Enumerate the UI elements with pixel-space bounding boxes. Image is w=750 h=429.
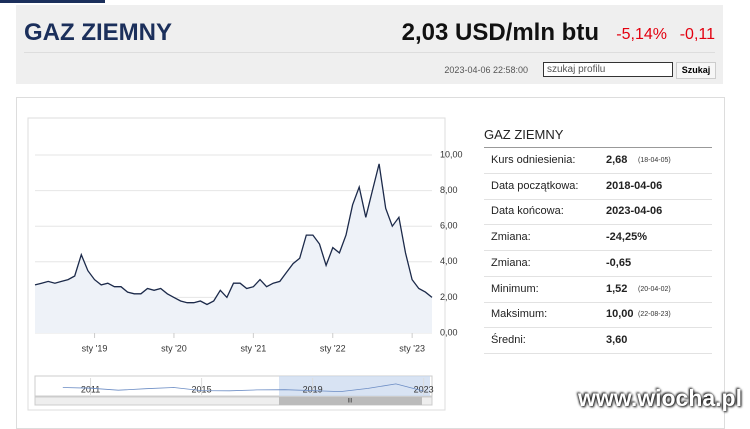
stat-label: Kurs odniesienia: bbox=[491, 154, 576, 166]
stat-label: Maksimum: bbox=[491, 308, 548, 321]
divider bbox=[484, 198, 712, 200]
divider bbox=[484, 275, 712, 277]
divider bbox=[484, 147, 712, 148]
y-tick-label: 0,00 bbox=[440, 327, 458, 337]
stat-note: (20-04-02) bbox=[638, 285, 671, 293]
stat-value: 3,60 bbox=[606, 333, 628, 346]
line bbox=[62, 383, 424, 393]
stat-value: -0,65 bbox=[606, 256, 632, 269]
stat-label: Zmiana: bbox=[491, 256, 531, 269]
scrollbar[interactable] bbox=[34, 396, 433, 406]
stat-value: 10,00 bbox=[606, 308, 634, 321]
timestamp: 2023-04-06 22:58:00 bbox=[444, 65, 528, 75]
x-tick-label: 2019 bbox=[303, 384, 323, 394]
tab-bar bbox=[0, 0, 105, 3]
x-tick-label: sty '21 bbox=[240, 343, 266, 353]
x-tick-label: sty '20 bbox=[161, 343, 187, 353]
divider bbox=[484, 250, 712, 252]
scrollbar-grip: III bbox=[347, 399, 352, 405]
y-tick-label: 4,00 bbox=[440, 256, 458, 266]
x-tick-label: 2011 bbox=[81, 384, 100, 394]
stat-label: Minimum: bbox=[491, 282, 539, 295]
line bbox=[34, 163, 433, 306]
search-input[interactable]: szukaj profilu bbox=[543, 62, 673, 77]
stat-value: -24,25% bbox=[606, 231, 647, 244]
change-pct: -5,14% bbox=[616, 26, 667, 43]
x-tick-label: 2023 bbox=[414, 384, 434, 394]
divider bbox=[484, 352, 712, 354]
stat-value: 2,68 bbox=[606, 154, 628, 166]
divider bbox=[24, 52, 715, 53]
divider bbox=[484, 327, 712, 329]
change: -0,11 bbox=[679, 26, 715, 43]
stat-label: Zmiana: bbox=[491, 231, 531, 244]
watermark: www.wiocha.pl bbox=[578, 385, 742, 411]
header: GAZ ZIEMNY 2,03 USD/mln btu -5,14% -0,11… bbox=[16, 5, 723, 84]
divider bbox=[484, 301, 712, 303]
x-tick-label: sty '23 bbox=[399, 343, 425, 353]
title: GAZ ZIEMNY bbox=[24, 19, 172, 46]
stat-value: 1,52 bbox=[606, 282, 628, 295]
stat-value: 2018-04-06 bbox=[606, 179, 663, 192]
area bbox=[35, 163, 432, 333]
y-tick-label: 10,00 bbox=[440, 149, 463, 159]
stat-note: (22-08-23) bbox=[638, 311, 671, 319]
y-tick-label: 6,00 bbox=[440, 221, 458, 231]
search-button[interactable]: Szukaj bbox=[676, 62, 716, 79]
stat-label: Data końcowa: bbox=[491, 205, 564, 218]
x-tick-label: 2015 bbox=[192, 384, 212, 394]
price: 2,03 USD/mln btu bbox=[401, 19, 599, 46]
y-tick-label: 2,00 bbox=[440, 292, 458, 302]
scrollbar-thumb[interactable] bbox=[279, 397, 422, 405]
stat-value: 2023-04-06 bbox=[606, 205, 663, 218]
divider bbox=[484, 224, 712, 226]
stat-note: (18-04-05) bbox=[638, 157, 671, 164]
stat-label: Średni: bbox=[491, 333, 526, 346]
x-tick-label: sty '22 bbox=[320, 343, 346, 353]
divider bbox=[484, 173, 712, 174]
x-tick-label: sty '19 bbox=[82, 343, 108, 353]
y-tick-label: 8,00 bbox=[440, 185, 458, 195]
stat-label: Data początkowa: bbox=[491, 179, 579, 192]
stats-title: GAZ ZIEMNY bbox=[484, 127, 564, 142]
